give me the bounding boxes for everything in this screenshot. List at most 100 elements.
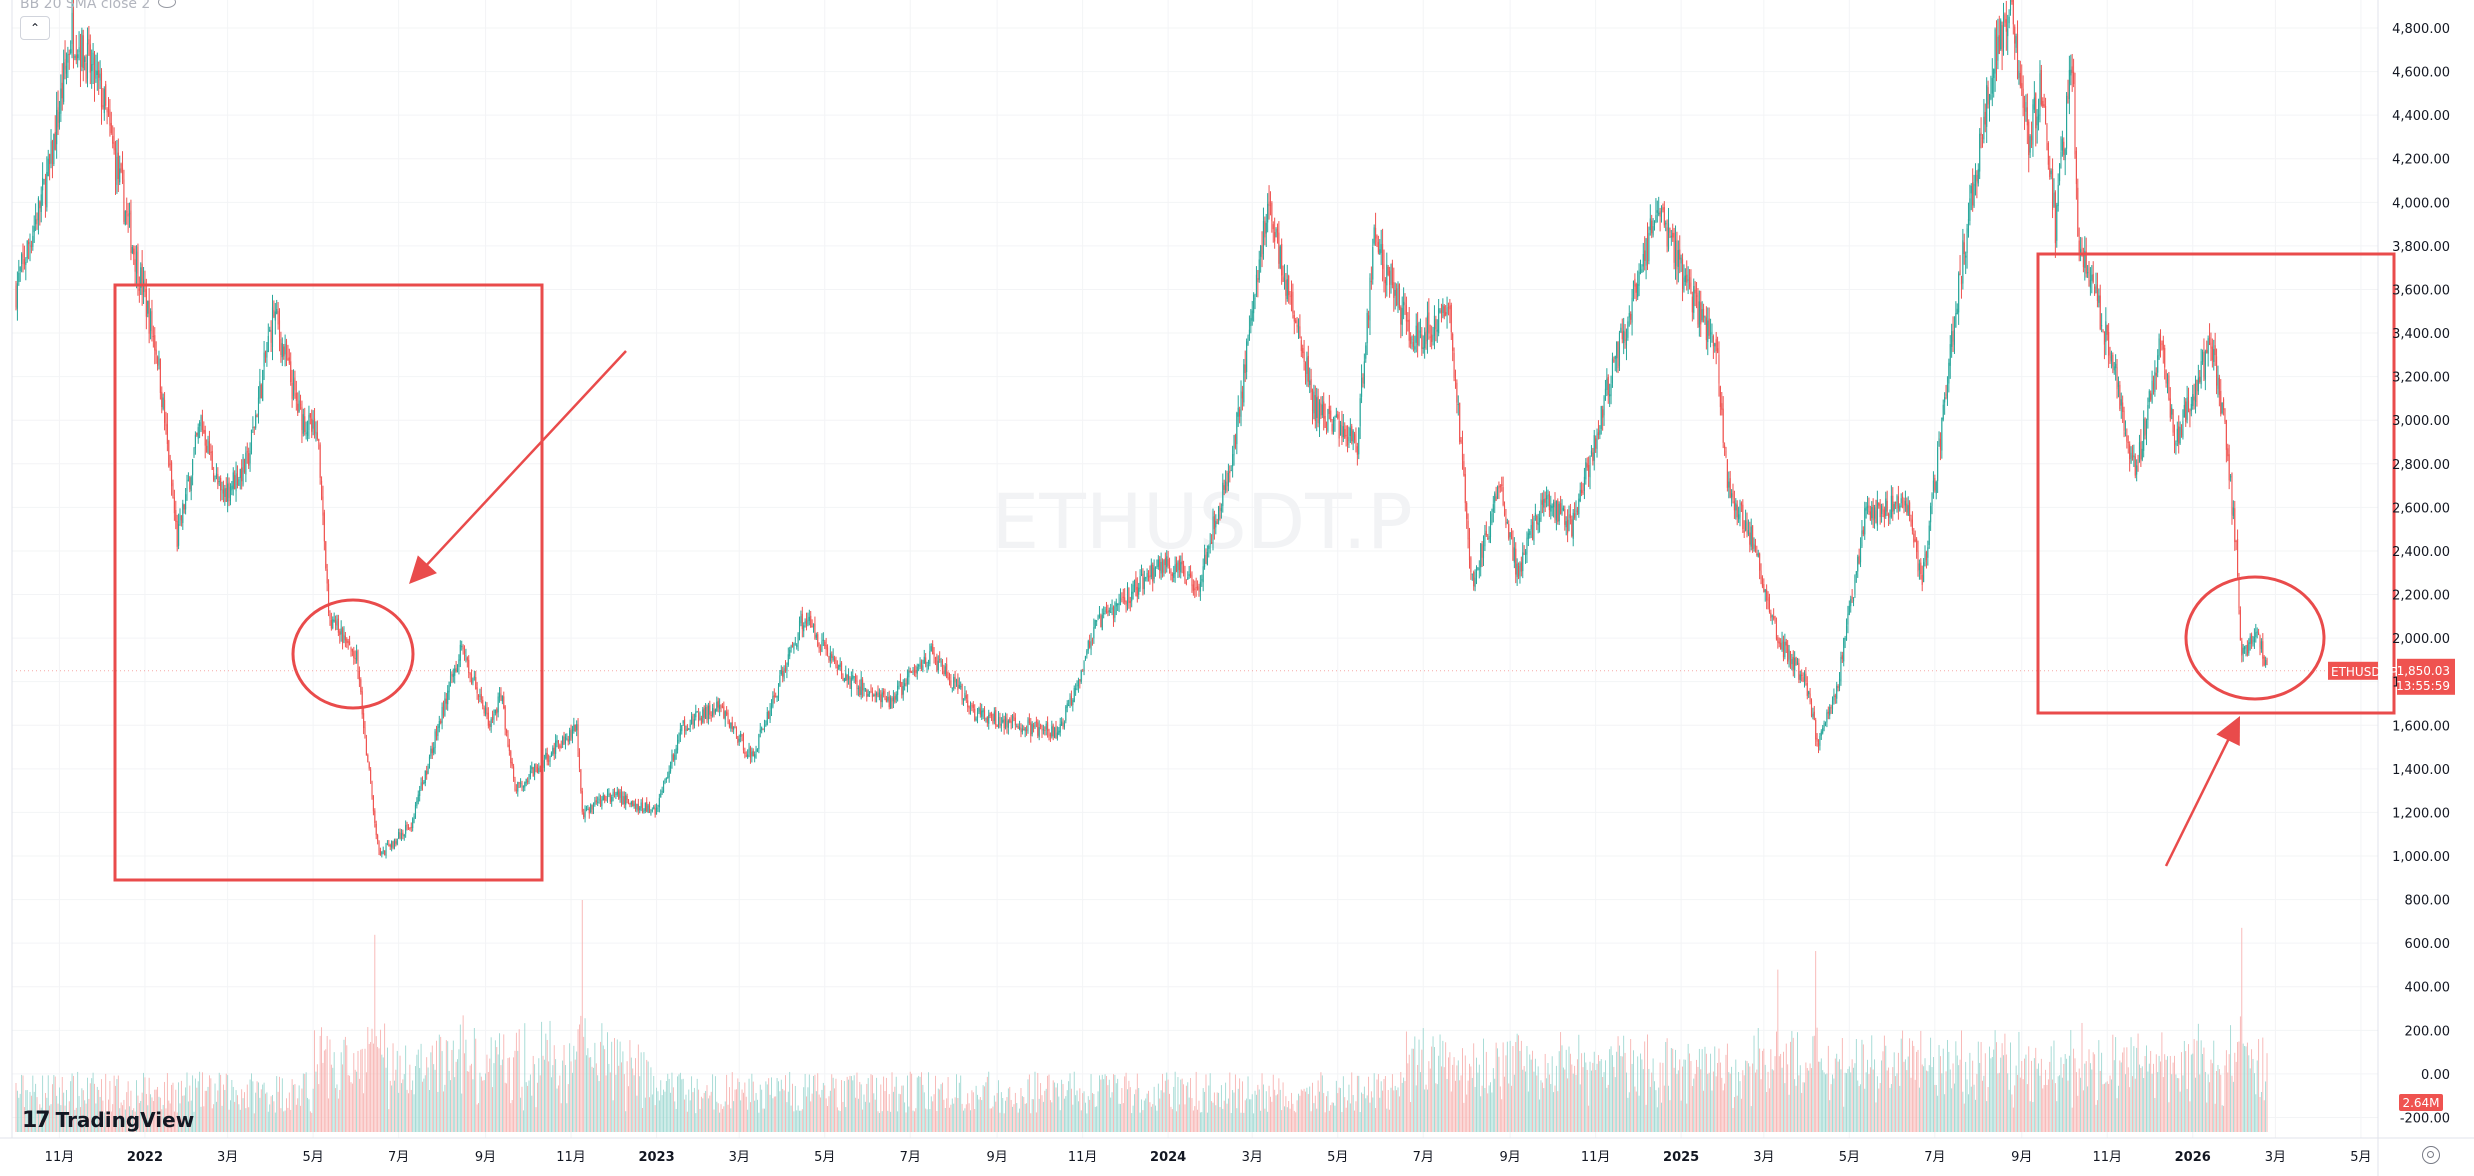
candle bbox=[1173, 565, 1175, 583]
highlight-rectangle[interactable] bbox=[2036, 252, 2396, 715]
volume-bar bbox=[668, 1078, 670, 1132]
candle bbox=[1694, 281, 1696, 307]
price-axis[interactable]: 4,800.004,600.004,400.004,200.004,000.00… bbox=[2392, 22, 2450, 1126]
volume-bar bbox=[1939, 1056, 1941, 1132]
candle bbox=[1907, 496, 1909, 516]
candle bbox=[1576, 506, 1578, 516]
indicator-legend[interactable]: BB 20 SMA close 2 bbox=[20, 0, 177, 12]
volume-bar bbox=[999, 1112, 1001, 1132]
volume-bar bbox=[1703, 1090, 1705, 1132]
volume-bar bbox=[1735, 1059, 1737, 1132]
candle bbox=[342, 626, 344, 650]
volume-bar bbox=[932, 1101, 934, 1132]
candle bbox=[494, 709, 496, 716]
volume-bar bbox=[1979, 1062, 1981, 1132]
candle bbox=[726, 706, 728, 717]
volume-bar bbox=[258, 1082, 259, 1132]
price-tick-label: 200.00 bbox=[2405, 1024, 2451, 1039]
candle bbox=[2165, 369, 2167, 388]
volume-bar bbox=[2141, 1066, 2143, 1132]
candle bbox=[871, 687, 873, 702]
volume-bar bbox=[182, 1095, 184, 1132]
candle bbox=[1935, 480, 1937, 500]
tradingview-branding[interactable]: 17 TradingView bbox=[22, 1106, 194, 1134]
volume-bar bbox=[234, 1101, 236, 1132]
candle bbox=[752, 748, 754, 757]
candle bbox=[555, 734, 557, 759]
candle bbox=[2084, 236, 2086, 281]
volume-bar bbox=[1044, 1090, 1046, 1132]
volume-bar bbox=[1365, 1098, 1367, 1132]
highlight-ellipse[interactable] bbox=[2184, 575, 2326, 701]
candle bbox=[909, 667, 911, 674]
volume-bar bbox=[1834, 1058, 1836, 1132]
volume-bar bbox=[1899, 1085, 1901, 1132]
volume-bar bbox=[1666, 1038, 1668, 1132]
volume-bar bbox=[1101, 1074, 1103, 1132]
candle bbox=[1595, 435, 1597, 453]
candle bbox=[714, 708, 716, 715]
volume-bar bbox=[183, 1095, 185, 1132]
volume-bar bbox=[1261, 1073, 1263, 1132]
volume-bar bbox=[727, 1104, 729, 1132]
volume-bar bbox=[1578, 1034, 1580, 1132]
volume-bar bbox=[1236, 1108, 1238, 1132]
candle bbox=[982, 708, 984, 720]
candle bbox=[916, 663, 918, 680]
volume-bar bbox=[1240, 1112, 1242, 1132]
volume-bar bbox=[1648, 1068, 1650, 1132]
candle bbox=[1452, 332, 1454, 362]
candle bbox=[1174, 556, 1176, 583]
arrow-annotation[interactable] bbox=[2164, 716, 2240, 867]
volume-bar bbox=[1250, 1099, 1252, 1132]
volume-bar bbox=[637, 1044, 639, 1132]
volume-bar bbox=[1373, 1073, 1375, 1132]
candle bbox=[496, 707, 498, 721]
candle bbox=[1732, 483, 1734, 504]
volume-bar bbox=[1624, 1052, 1626, 1132]
candle bbox=[413, 813, 415, 824]
eye-icon[interactable] bbox=[158, 0, 177, 8]
candle bbox=[2228, 444, 2230, 490]
highlight-rectangle[interactable] bbox=[113, 283, 544, 882]
candle bbox=[2237, 529, 2239, 579]
arrow-annotation[interactable] bbox=[409, 350, 627, 584]
volume-bar bbox=[647, 1061, 649, 1132]
candle bbox=[1331, 418, 1333, 435]
candle bbox=[742, 732, 744, 754]
candle bbox=[1952, 316, 1954, 352]
candle bbox=[2077, 178, 2079, 238]
drawing-annotations[interactable] bbox=[113, 252, 2396, 882]
volume-bar bbox=[210, 1078, 212, 1132]
volume-bar bbox=[529, 1074, 531, 1132]
volume-bar bbox=[993, 1095, 995, 1132]
candle bbox=[641, 797, 644, 814]
gear-icon[interactable] bbox=[2422, 1146, 2440, 1164]
highlight-ellipse[interactable] bbox=[291, 598, 415, 710]
volume-bar bbox=[1949, 1069, 1951, 1132]
candle bbox=[1780, 638, 1782, 650]
volume-bar bbox=[1743, 1075, 1745, 1132]
volume-bar bbox=[1691, 1086, 1693, 1132]
volume-bar bbox=[256, 1081, 258, 1132]
volume-bar bbox=[1516, 1033, 1518, 1132]
volume-bar bbox=[1604, 1060, 1606, 1132]
volume-bar bbox=[1082, 1093, 1084, 1132]
candle bbox=[150, 308, 152, 340]
volume-bar bbox=[1719, 1062, 1721, 1132]
candle bbox=[1557, 498, 1559, 525]
volume-bar bbox=[1511, 1085, 1512, 1132]
candle bbox=[1125, 600, 1127, 613]
chevron-up-icon[interactable]: ⌃ bbox=[20, 16, 50, 40]
candle bbox=[766, 707, 768, 726]
volume-bar bbox=[161, 1109, 163, 1132]
candle bbox=[424, 770, 426, 787]
volume-bar bbox=[716, 1101, 718, 1132]
candle bbox=[699, 711, 701, 721]
volume-bar bbox=[632, 1068, 634, 1132]
time-axis[interactable]: 11月 2022 3月 5月 7月 9月 11月 2023 3月 5月 7月 9月 11月 2024 3月 5… bbox=[45, 1150, 2372, 1165]
volume-bar bbox=[1314, 1095, 1316, 1132]
volume-bar bbox=[77, 1071, 79, 1132]
candle bbox=[2131, 444, 2134, 461]
